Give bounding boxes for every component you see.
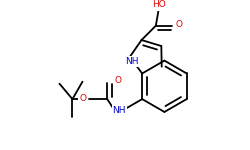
Text: O: O (115, 76, 122, 85)
Text: O: O (79, 94, 86, 103)
Text: O: O (175, 20, 182, 29)
Text: NH: NH (125, 57, 138, 66)
Text: HO: HO (152, 0, 166, 9)
Text: NH: NH (112, 106, 126, 115)
